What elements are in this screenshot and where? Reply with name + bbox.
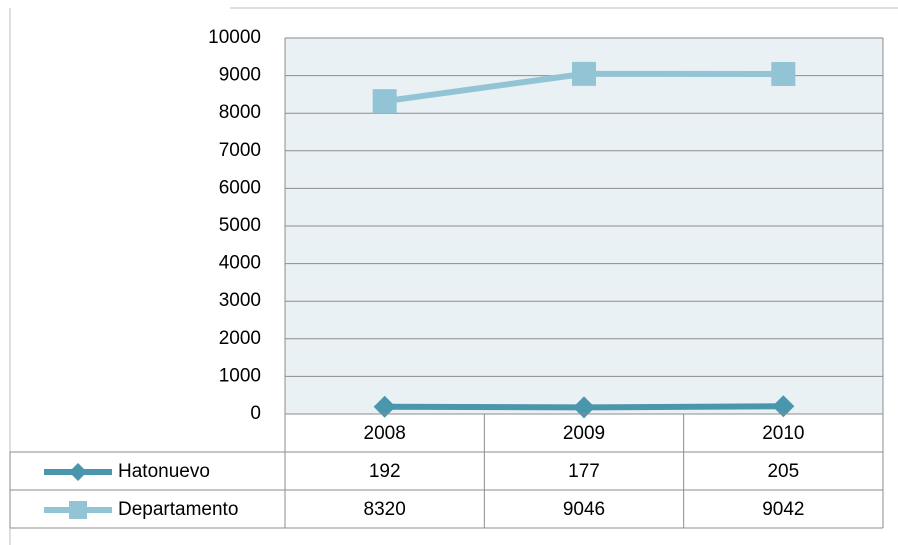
y-tick-label: 4000 [219,253,261,274]
y-tick-label: 2000 [219,328,261,349]
marker [69,501,87,519]
y-tick-label: 3000 [219,290,261,311]
x-tick-label: 2009 [563,423,605,444]
y-tick-label: 0 [250,403,261,424]
marker [373,395,396,418]
table-value: 192 [369,461,401,482]
table-value: 9042 [762,499,804,520]
marker [573,396,595,419]
marker [772,395,795,418]
y-tick-label: 1000 [219,365,261,386]
y-tick-label: 5000 [219,215,261,236]
marker [572,61,596,86]
table-value: 9046 [563,499,605,520]
y-tick-label: 10000 [208,27,261,48]
marker [372,89,397,114]
y-tick-label: 7000 [219,140,261,161]
y-tick-label: 8000 [219,102,261,123]
x-tick-label: 2010 [762,423,804,444]
table-value: 205 [767,461,799,482]
marker [771,62,796,87]
table-value: 8320 [364,499,406,520]
x-tick-label: 2008 [364,423,406,444]
legend-label: Hatonuevo [118,461,210,482]
marker [69,463,87,481]
y-tick-label: 6000 [219,177,261,198]
table-value: 177 [568,461,600,482]
y-tick-label: 9000 [219,65,261,86]
legend-label: Departamento [118,499,238,520]
